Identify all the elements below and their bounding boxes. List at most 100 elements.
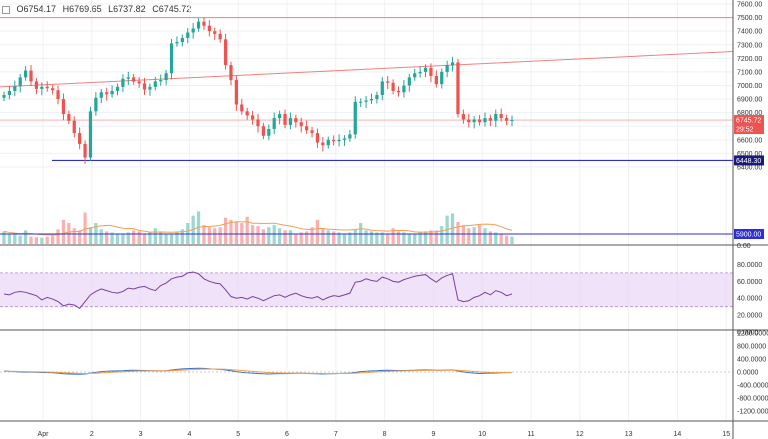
candle-body — [175, 42, 179, 44]
support-badge-bg — [734, 155, 764, 166]
macd-tick-label: -800.0000 — [737, 396, 768, 403]
candle-body — [234, 80, 239, 105]
time-tick-label: 5 — [236, 431, 240, 438]
candle-body — [456, 62, 460, 115]
price-tick-label: 7300.00 — [737, 42, 762, 49]
price-tick-label: 6400.00 — [737, 165, 762, 172]
volume-bar — [223, 217, 228, 244]
volume-bar — [115, 233, 120, 244]
volume-bar — [105, 231, 109, 244]
rsi-tick-label: 20.0000 — [737, 313, 762, 320]
series-checkbox-icon[interactable] — [2, 5, 10, 14]
candle-body — [164, 73, 168, 81]
volume-bar — [88, 227, 93, 244]
candle-body — [148, 86, 152, 90]
macd-tick-label: 800.0000 — [737, 344, 766, 351]
macd-tick-label: 400.0000 — [737, 357, 766, 364]
candle-body — [159, 80, 163, 82]
time-tick-label: 7 — [334, 431, 338, 438]
volume-bar — [359, 222, 363, 244]
volume-bar — [207, 227, 211, 244]
candle-body — [369, 99, 374, 101]
candle-body — [418, 71, 422, 74]
macd-tick-label: -1200.0000 — [737, 409, 768, 416]
volume-bar — [121, 234, 125, 244]
low-value: L6737.82 — [108, 4, 146, 14]
volume-bar — [164, 233, 168, 244]
support-badge-text: 6448.30 — [736, 158, 761, 165]
candle-body — [483, 118, 487, 123]
candle-body — [348, 134, 352, 139]
sloped-trendline — [0, 51, 734, 88]
countdown-badge-bg — [734, 124, 764, 135]
volume-bar — [396, 231, 401, 244]
volume-bar — [294, 233, 298, 244]
candle-body — [510, 120, 514, 122]
candle-body — [445, 65, 449, 72]
candle-body — [45, 86, 49, 89]
candle-body — [310, 130, 314, 134]
candle-body — [218, 33, 222, 40]
volume-bar — [148, 232, 152, 244]
candle-body — [413, 73, 417, 78]
candle-body — [494, 114, 498, 121]
macd-tick-label: -400.0000 — [737, 383, 768, 390]
candle-body — [78, 133, 82, 144]
macd-tick-label: 1200.0000 — [737, 331, 768, 338]
candle-body — [61, 99, 66, 115]
candle-body — [7, 90, 12, 96]
price-pane[interactable] — [0, 17, 734, 164]
volume-bar — [234, 221, 239, 244]
candle-body — [196, 21, 201, 29]
candle-body — [51, 88, 55, 91]
volume-bar — [240, 222, 244, 244]
volume-bar — [380, 232, 384, 244]
volume-bar — [299, 232, 303, 244]
countdown-badge: 29:52 — [734, 124, 764, 135]
volume-bar — [364, 230, 368, 244]
candle-body — [499, 114, 503, 119]
volume-bar — [40, 237, 44, 244]
volume-bar — [310, 227, 314, 244]
macd-pane — [0, 367, 733, 375]
volume-bar — [504, 235, 509, 244]
volume-bar — [488, 231, 493, 244]
candle-body — [142, 83, 147, 90]
rsi-band — [0, 272, 733, 307]
time-tick-label: 12 — [576, 431, 584, 438]
volume-bar — [56, 229, 60, 244]
volume-bar — [353, 229, 357, 244]
price-tick-label: 7600.00 — [737, 2, 762, 9]
candle-body — [402, 85, 406, 93]
volume-bar — [175, 232, 179, 244]
volume-bar — [61, 219, 66, 244]
last-price-badge-bg — [734, 115, 764, 126]
volume-bar — [137, 231, 141, 244]
candle-body — [423, 67, 428, 72]
candle-body — [72, 120, 76, 134]
volume-bar — [337, 232, 341, 244]
volume-bar — [326, 230, 330, 244]
volume-bar — [218, 227, 222, 244]
time-tick-label: 6 — [285, 431, 289, 438]
candle-body — [294, 118, 298, 123]
candle-body — [121, 78, 125, 87]
volume-bar — [321, 228, 325, 244]
candle-body — [23, 70, 28, 78]
candle-body — [169, 43, 174, 74]
candle-body — [391, 82, 395, 91]
candle-body — [440, 71, 444, 85]
volume-bar — [261, 229, 266, 244]
candle-body — [299, 122, 303, 127]
price-tick-label: 6900.00 — [737, 97, 762, 104]
candle-body — [153, 81, 157, 87]
volume-bar — [72, 228, 76, 244]
time-tick-label: Apr — [38, 431, 50, 438]
candle-body — [342, 138, 347, 140]
candle-body — [429, 67, 433, 76]
volume-bar — [13, 234, 17, 244]
candle-body — [386, 81, 390, 83]
time-tick-label: 3 — [139, 431, 143, 438]
